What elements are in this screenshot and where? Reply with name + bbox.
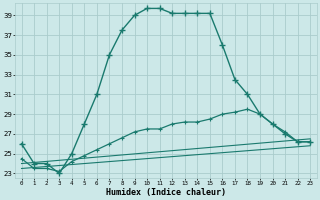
X-axis label: Humidex (Indice chaleur): Humidex (Indice chaleur) [106, 188, 226, 197]
